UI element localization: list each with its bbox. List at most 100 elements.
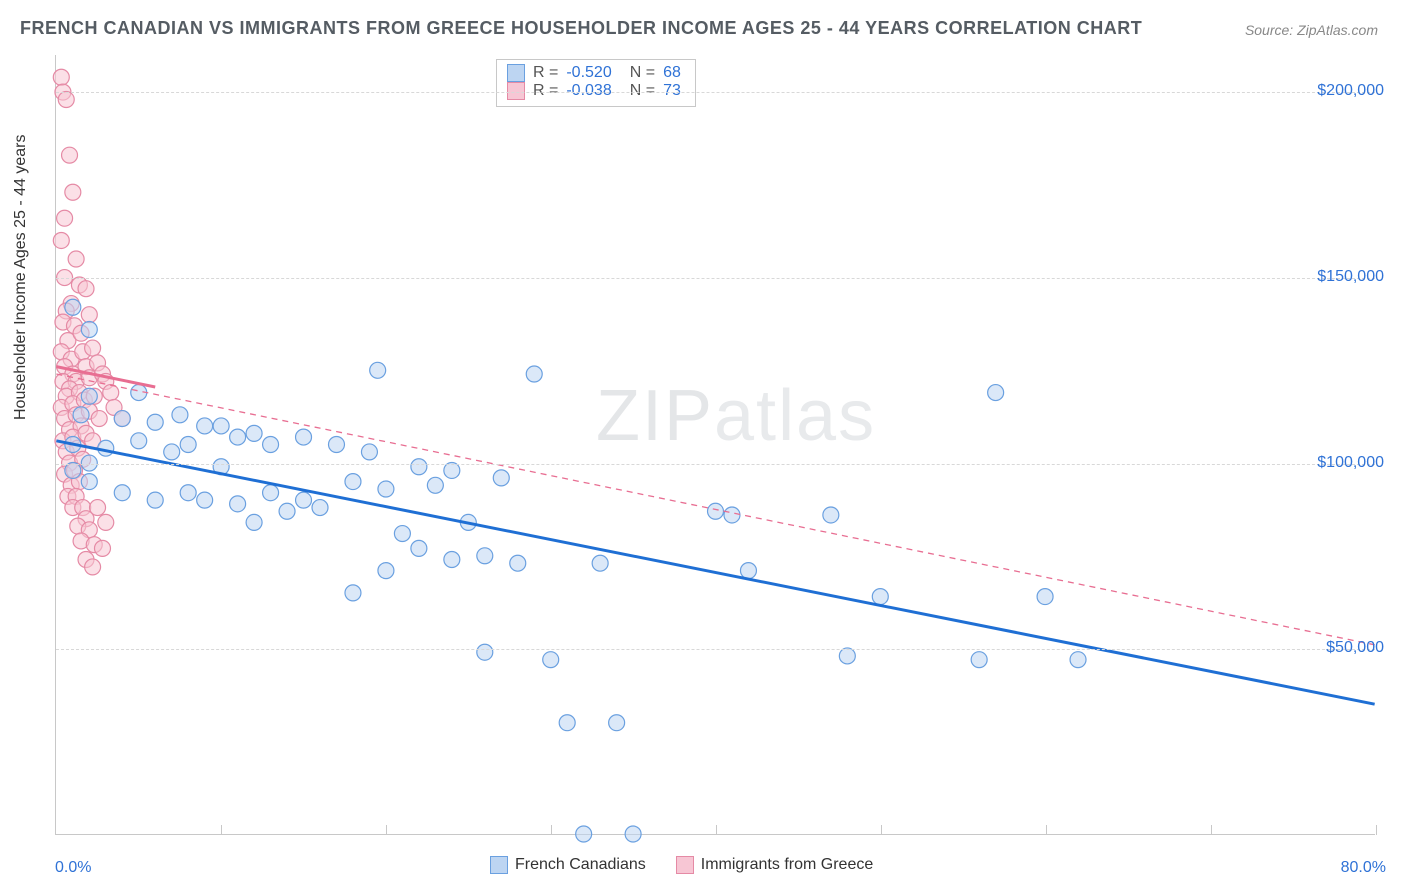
plot-area: ZIPatlas R =-0.520N =68R =-0.038N =73 <box>55 55 1375 835</box>
data-point <box>427 477 443 493</box>
gridline <box>56 464 1375 465</box>
ytick-label: $200,000 <box>1317 82 1384 100</box>
xtick <box>551 825 552 835</box>
data-point <box>103 385 119 401</box>
data-point <box>62 147 78 163</box>
swatch <box>676 856 694 874</box>
data-point <box>361 444 377 460</box>
data-point <box>85 340 101 356</box>
data-point <box>823 507 839 523</box>
plot-svg <box>56 55 1375 834</box>
data-point <box>147 492 163 508</box>
ytick-label: $100,000 <box>1317 454 1384 472</box>
ytick-label: $50,000 <box>1326 639 1384 657</box>
data-point <box>230 496 246 512</box>
data-point <box>81 307 97 323</box>
data-point <box>65 299 81 315</box>
data-point <box>378 481 394 497</box>
swatch <box>490 856 508 874</box>
legend-label: Immigrants from Greece <box>701 856 873 874</box>
data-point <box>740 563 756 579</box>
data-point <box>58 92 74 108</box>
trendline <box>56 441 1374 704</box>
data-point <box>839 648 855 664</box>
xtick <box>881 825 882 835</box>
data-point <box>81 474 97 490</box>
legend-item: Immigrants from Greece <box>676 856 873 874</box>
chart-container: FRENCH CANADIAN VS IMMIGRANTS FROM GREEC… <box>0 0 1406 892</box>
data-point <box>147 414 163 430</box>
data-point <box>73 407 89 423</box>
data-point <box>724 507 740 523</box>
xtick <box>716 825 717 835</box>
gridline <box>56 278 1375 279</box>
data-point <box>296 429 312 445</box>
legend-item: French Canadians <box>490 856 646 874</box>
data-point <box>609 715 625 731</box>
xtick <box>1046 825 1047 835</box>
data-point <box>625 826 641 842</box>
data-point <box>65 462 81 478</box>
data-point <box>543 652 559 668</box>
data-point <box>85 559 101 575</box>
data-point <box>477 644 493 660</box>
data-point <box>592 555 608 571</box>
xtick <box>386 825 387 835</box>
data-point <box>510 555 526 571</box>
data-point <box>114 411 130 427</box>
data-point <box>94 540 110 556</box>
data-point <box>1037 589 1053 605</box>
data-point <box>230 429 246 445</box>
data-point <box>477 548 493 564</box>
data-point <box>971 652 987 668</box>
data-point <box>114 485 130 501</box>
data-point <box>213 418 229 434</box>
xaxis-min-label: 0.0% <box>55 859 91 877</box>
data-point <box>296 492 312 508</box>
data-point <box>164 444 180 460</box>
data-point <box>246 425 262 441</box>
gridline <box>56 649 1375 650</box>
data-point <box>872 589 888 605</box>
gridline <box>56 92 1375 93</box>
data-point <box>263 437 279 453</box>
data-point <box>65 184 81 200</box>
data-point <box>53 232 69 248</box>
data-point <box>98 514 114 530</box>
data-point <box>444 462 460 478</box>
data-point <box>180 485 196 501</box>
data-point <box>90 500 106 516</box>
data-point <box>81 322 97 338</box>
xtick <box>221 825 222 835</box>
data-point <box>78 281 94 297</box>
data-point <box>131 433 147 449</box>
data-point <box>197 492 213 508</box>
data-point <box>378 563 394 579</box>
trendline <box>56 374 1374 645</box>
data-point <box>180 437 196 453</box>
source-label: Source: ZipAtlas.com <box>1245 22 1378 38</box>
data-point <box>197 418 213 434</box>
data-point <box>708 503 724 519</box>
data-point <box>444 552 460 568</box>
data-point <box>493 470 509 486</box>
data-point <box>57 210 73 226</box>
xtick <box>1211 825 1212 835</box>
data-point <box>988 385 1004 401</box>
data-point <box>411 540 427 556</box>
data-point <box>53 69 69 85</box>
data-point <box>263 485 279 501</box>
data-point <box>526 366 542 382</box>
data-point <box>328 437 344 453</box>
data-point <box>246 514 262 530</box>
yaxis-label: Householder Income Ages 25 - 44 years <box>12 135 30 421</box>
data-point <box>81 388 97 404</box>
data-point <box>394 526 410 542</box>
data-point <box>559 715 575 731</box>
data-point <box>172 407 188 423</box>
data-point <box>1070 652 1086 668</box>
data-point <box>279 503 295 519</box>
chart-title: FRENCH CANADIAN VS IMMIGRANTS FROM GREEC… <box>20 18 1142 39</box>
data-point <box>411 459 427 475</box>
legend-label: French Canadians <box>515 856 646 874</box>
